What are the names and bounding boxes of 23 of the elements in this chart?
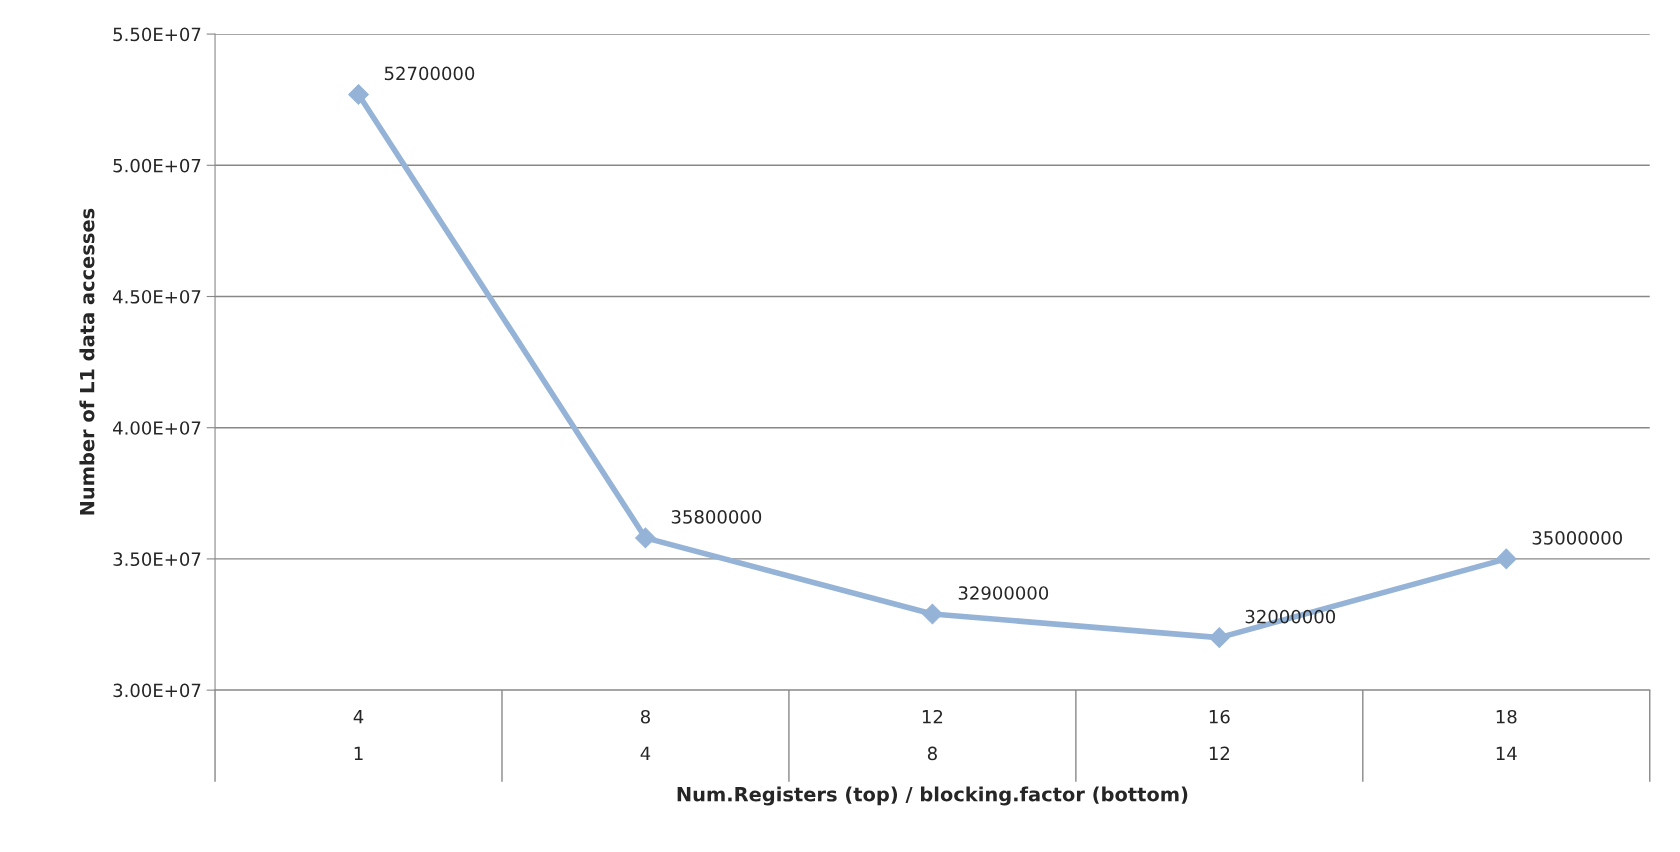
data-label: 32900000 (958, 586, 1049, 600)
data-label: 35800000 (671, 510, 762, 524)
category-label: 18 14 (1496, 709, 1517, 760)
point (1495, 548, 1517, 570)
y-tick-label: 4.50E+07 (113, 289, 201, 304)
y-tick-label: 5.50E+07 (113, 27, 201, 42)
y-axis-title: Number of L1 data accesses (79, 208, 95, 515)
y-tick-label: 4.00E+07 (113, 421, 201, 435)
category-label: 4 1 (353, 710, 364, 760)
data-label: 32000000 (1245, 609, 1336, 624)
category-label: 8 4 (640, 709, 651, 760)
point (922, 603, 943, 625)
category-label: 16 12 (1209, 709, 1230, 760)
point (635, 527, 656, 549)
data-label: 35000000 (1532, 531, 1622, 545)
y-tick-label: 5.00E+07 (113, 158, 201, 173)
category-label: 12 8 (922, 709, 943, 761)
x-axis-title: Num.Registers (top) / blocking.factor (bottom) (677, 786, 1188, 806)
point (348, 84, 369, 105)
point (1209, 627, 1230, 648)
y-tick-label: 3.00E+07 (113, 683, 201, 698)
data-label: 52700000 (384, 66, 475, 81)
y-tick-label: 3.50E+07 (113, 552, 201, 567)
